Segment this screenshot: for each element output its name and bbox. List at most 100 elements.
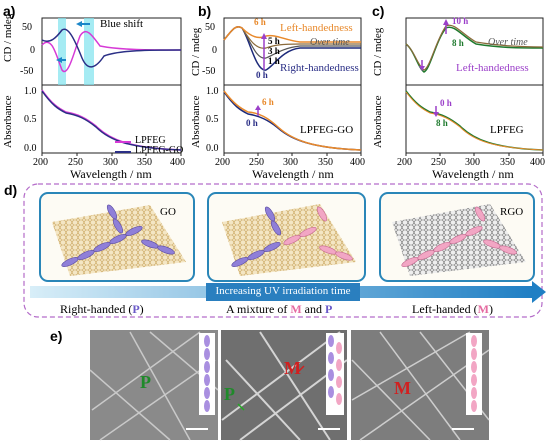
left-handedness-label-b: Left-handedness [280, 22, 353, 34]
scale-bar-3 [452, 428, 474, 430]
scale-bar-2 [318, 428, 340, 430]
panel-a-ylabel-bottom: Absorbance [2, 95, 14, 148]
panel-c-xtick: 300 [465, 157, 480, 168]
time-arrow-c-head [443, 19, 449, 25]
abs-time-label-0h: 0 h [246, 118, 258, 128]
panel-d-letter: d) [4, 182, 18, 198]
panel-a-ytick: 0.0 [24, 143, 37, 154]
panel-c-bottom-frame [405, 84, 544, 154]
right-handedness-label-b: Right-handedness [280, 62, 359, 74]
panel-b-xtick: 200 [215, 157, 230, 168]
cd-band-left [58, 18, 66, 85]
panel-b-ytick: -50 [202, 66, 216, 77]
time-arrow-b-head [261, 33, 267, 39]
panel-a-ytick: -50 [20, 66, 34, 77]
m-helix-rgo [401, 206, 517, 267]
panel-a-xtick: 400 [170, 157, 185, 168]
p-helix-go [61, 204, 175, 267]
panel-c-xtick: 200 [397, 157, 412, 168]
sem-image-1 [90, 330, 218, 440]
m-helix-mix [283, 206, 353, 261]
abs-c-line [405, 90, 544, 151]
panel-c-xticks [405, 153, 544, 156]
left-handedness-label-c: Left-handedness [456, 62, 529, 74]
time-label-8h: 8 h [452, 38, 464, 48]
helix-strip-1 [199, 333, 215, 415]
over-time-label-c: Over time [488, 37, 528, 48]
panel-a-ylabel-top: CD / mdeg [2, 13, 14, 62]
go-label: GO [160, 206, 176, 218]
time-label-6h: 6 h [254, 17, 266, 27]
panel-c-xlabel: Wavelength / nm [432, 167, 514, 181]
panel-b [223, 17, 362, 156]
panel-a-ytick: 1.0 [24, 86, 37, 97]
panel-e-letter: e) [50, 328, 63, 344]
legend-label-lpfeg-go: LPFEG-GO [135, 145, 184, 156]
p-helix-mix [231, 206, 282, 267]
panel-a-ytick: 50 [22, 22, 32, 33]
cd-band-right [84, 18, 94, 85]
panel-a-ytick: 0.5 [24, 114, 37, 125]
panel-b-xtick: 400 [350, 157, 365, 168]
panel-b-xtick: 250 [249, 157, 264, 168]
panel-a-letter: a) [3, 3, 16, 19]
caption-left-handed: Left-handed (M) [412, 302, 493, 316]
panel-a [41, 17, 182, 156]
sem-label-p-1: P [140, 372, 151, 392]
panel-c-ylabel-bottom: Absorbance [372, 95, 384, 148]
abs-arrow-b-head [255, 105, 261, 110]
panel-a-xticks [41, 153, 182, 156]
panel-a-ytick: 0 [30, 45, 35, 56]
sample-label-b: LPFEG-GO [300, 124, 354, 136]
p-marker-arrow [237, 403, 245, 411]
time-label-5h: 5 h [268, 36, 280, 46]
panel-c-letter: c) [372, 3, 385, 19]
scale-bar-1 [186, 428, 208, 430]
abs-arrow-c-head [433, 112, 439, 117]
panel-a-xtick: 250 [68, 157, 83, 168]
abs-c-line-2 [405, 91, 544, 151]
over-time-label-b: Over time [310, 37, 350, 48]
abs-time-label-6h: 6 h [262, 97, 274, 107]
sample-label-c: LPFEG [490, 124, 524, 136]
panel-b-ylabel-top: CD / mdeg [190, 27, 202, 76]
panel-c-ylabel-top: CD / mdeg [372, 27, 384, 76]
uv-arrow-label: Increasing UV irradiation time [215, 285, 351, 297]
helix-strip-2 [326, 333, 344, 415]
panel-a-xlabel: Wavelength / nm [70, 167, 152, 181]
panel-b-ylabel-bottom: Absorbance [190, 95, 202, 148]
rgo-label: RGO [500, 206, 524, 218]
time-label-1h: 1 h [268, 56, 280, 66]
cd-lpfeg-line [41, 31, 182, 73]
time-label-0h: 0 h [256, 70, 268, 80]
cd-lpfeg-go-line [41, 28, 182, 68]
panel-b-bottom-frame [223, 84, 362, 154]
panel-c-xtick: 350 [500, 157, 515, 168]
panel-a-xtick: 300 [103, 157, 118, 168]
time-arrow-c2-head [419, 66, 425, 71]
abs-time-label-c-8h: 8 h [436, 118, 448, 128]
caption-mixture: A mixture of M and P [226, 302, 333, 316]
panel-b-xtick: 350 [318, 157, 333, 168]
abs-lpfeg-go-line [41, 90, 182, 151]
blue-shift-arrow-head-2 [56, 57, 62, 63]
time-label-10h: 10 h [452, 16, 469, 26]
legend-label-lpfeg: LPFEG [135, 135, 166, 146]
cd-6h-line [223, 26, 361, 43]
caption-right-handed: Right-handed (P) [60, 302, 144, 316]
abs-time-label-c-0h: 0 h [440, 98, 452, 108]
abs-0h-line [223, 91, 362, 151]
sem-label-m-2: M [394, 378, 411, 398]
abs-6h-line [223, 90, 362, 151]
panel-b-ytick: 50 [205, 22, 215, 33]
uv-arrow-head [532, 281, 546, 303]
panel-c-top-frame [405, 17, 544, 86]
panel-b-ytick: 0.0 [206, 143, 219, 154]
panel-d [23, 183, 546, 318]
panel-e [89, 330, 490, 441]
panel-d-dashed-frame [23, 183, 543, 318]
panel-c-xtick: 250 [431, 157, 446, 168]
blue-shift-label: Blue shift [100, 18, 144, 30]
panel-c [405, 17, 544, 156]
